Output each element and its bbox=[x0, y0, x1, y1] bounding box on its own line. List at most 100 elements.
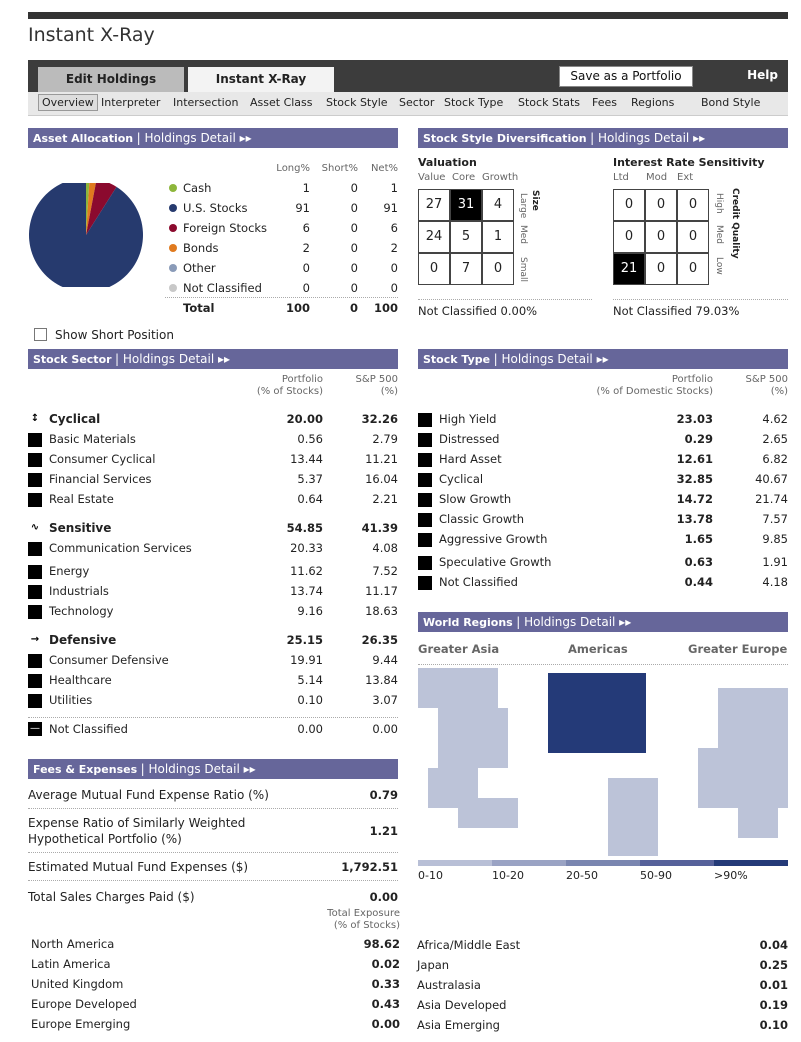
rate-col-2: Ext bbox=[677, 172, 694, 183]
stock-type-detail-link[interactable]: | Holdings Detail ▸▸ bbox=[493, 352, 609, 366]
stype-s-6: 9.85 bbox=[762, 532, 788, 546]
region-right-v-0: 0.04 bbox=[759, 938, 788, 952]
stype-s-0: 4.62 bbox=[762, 412, 788, 426]
tab-instant-xray[interactable]: Instant X-Ray bbox=[188, 67, 334, 92]
fee-label-0: Average Mutual Fund Expense Ratio (%) bbox=[28, 788, 269, 802]
group-sensitive: Sensitive bbox=[49, 521, 112, 535]
tab-edit-holdings[interactable]: Edit Holdings bbox=[38, 67, 184, 92]
sector-industrials: Industrials bbox=[49, 584, 109, 598]
rate-col-1: Mod bbox=[646, 172, 668, 183]
style-cell-1: 31 bbox=[450, 189, 482, 221]
aa-short-0: 0 bbox=[350, 181, 358, 195]
aa-short-1: 0 bbox=[350, 201, 358, 215]
subnav-interpreter[interactable]: Interpreter bbox=[101, 96, 161, 109]
legend-dot-1 bbox=[169, 204, 177, 212]
subnav-asset-class[interactable]: Asset Class bbox=[250, 96, 313, 109]
val-col-1: Core bbox=[452, 172, 476, 183]
stype-icon-2 bbox=[418, 453, 432, 467]
stock-style-detail-link[interactable]: | Holdings Detail ▸▸ bbox=[590, 131, 706, 145]
world-map bbox=[418, 668, 788, 856]
sector-p-2-2: 0.10 bbox=[297, 693, 323, 707]
region-right-v-2: 0.01 bbox=[759, 978, 788, 992]
world-regions-detail-link[interactable]: | Holdings Detail ▸▸ bbox=[516, 615, 632, 629]
aa-net-5: 0 bbox=[390, 281, 398, 295]
fees-detail-link[interactable]: | Holdings Detail ▸▸ bbox=[140, 762, 256, 776]
sector-consumer-cyclical: Consumer Cyclical bbox=[49, 452, 156, 466]
show-short-checkbox[interactable] bbox=[34, 328, 47, 341]
legend-dot-2 bbox=[169, 224, 177, 232]
style-cell-5: 1 bbox=[482, 221, 514, 253]
aa-total-rule bbox=[165, 297, 398, 298]
aa-net-3: 2 bbox=[390, 241, 398, 255]
sector-p-0-0: 0.56 bbox=[297, 432, 323, 446]
subnav-stock-type[interactable]: Stock Type bbox=[444, 96, 504, 109]
subnav-intersection[interactable]: Intersection bbox=[173, 96, 239, 109]
world-regions-title: World Regions bbox=[423, 616, 513, 629]
top-rule bbox=[28, 12, 788, 19]
stock-sector-header: Stock Sector | Holdings Detail ▸▸ bbox=[28, 349, 398, 369]
sector-p-2-0: 19.91 bbox=[290, 653, 323, 667]
sector-s-2-1: 13.84 bbox=[365, 673, 398, 687]
fees-header: Fees & Expenses | Holdings Detail ▸▸ bbox=[28, 759, 398, 779]
subnav-stock-style[interactable]: Stock Style bbox=[326, 96, 388, 109]
asset-allocation-detail-link[interactable]: | Holdings Detail ▸▸ bbox=[136, 131, 252, 145]
subnav-fees[interactable]: Fees bbox=[592, 96, 617, 109]
legend-dot-4 bbox=[169, 264, 177, 272]
style-rule-right bbox=[613, 299, 788, 300]
sector-icon-2-0 bbox=[28, 654, 42, 668]
group-icon-0: ↕ bbox=[28, 413, 42, 427]
stype-icon-8 bbox=[418, 576, 432, 590]
subnav-sector[interactable]: Sector bbox=[399, 96, 435, 109]
sector-col1: Portfolio bbox=[281, 374, 323, 385]
subnav-overview[interactable]: Overview bbox=[38, 94, 98, 111]
sector-healthcare: Healthcare bbox=[49, 673, 112, 687]
fee-value-2: 1,792.51 bbox=[341, 860, 398, 874]
stype-distressed: Distressed bbox=[439, 432, 500, 446]
aa-long-4: 0 bbox=[302, 261, 310, 275]
stock-type-title: Stock Type bbox=[423, 353, 491, 366]
aa-total-label: Total bbox=[183, 301, 215, 315]
map-region-0 bbox=[418, 668, 498, 708]
sector-s-2-0: 9.44 bbox=[372, 653, 398, 667]
sector-s-0-1: 11.21 bbox=[365, 452, 398, 466]
aa-net-2: 6 bbox=[390, 221, 398, 235]
aa-long-3: 2 bbox=[302, 241, 310, 255]
group-icon-1: ∿ bbox=[28, 522, 42, 536]
legend-bar-3 bbox=[640, 860, 714, 866]
sector-nc-label: Not Classified bbox=[49, 722, 128, 736]
size-row-1: Med bbox=[518, 225, 528, 245]
sector-s-1-0: 4.08 bbox=[372, 541, 398, 555]
sector-energy: Energy bbox=[49, 564, 90, 578]
rate-col-0: Ltd bbox=[613, 172, 629, 183]
bond-cell-5: 0 bbox=[677, 221, 709, 253]
style-cell-8: 0 bbox=[482, 253, 514, 285]
stype-col2b: (%) bbox=[770, 386, 788, 397]
save-portfolio-button[interactable]: Save as a Portfolio bbox=[559, 66, 693, 87]
sector-utilities: Utilities bbox=[49, 693, 93, 707]
map-region-6 bbox=[718, 688, 788, 748]
stype-p-6: 1.65 bbox=[684, 532, 713, 546]
valuation-label: Valuation bbox=[418, 156, 477, 169]
subnav-regions[interactable]: Regions bbox=[631, 96, 675, 109]
help-link[interactable]: Help bbox=[747, 68, 778, 82]
stype-p-2: 12.61 bbox=[676, 452, 713, 466]
credit-label: Credit Quality bbox=[730, 188, 740, 259]
exposure-label2: (% of Stocks) bbox=[333, 920, 400, 931]
sector-basic-materials: Basic Materials bbox=[49, 432, 136, 446]
credit-row-1: Med bbox=[714, 225, 724, 245]
stock-sector-detail-link[interactable]: | Holdings Detail ▸▸ bbox=[115, 352, 231, 366]
aa-net-4: 0 bbox=[390, 261, 398, 275]
aa-long-0: 1 bbox=[302, 181, 310, 195]
region-left-v-2: 0.33 bbox=[371, 977, 400, 991]
sector-icon-0-1 bbox=[28, 453, 42, 467]
credit-row-2: Low bbox=[714, 257, 724, 275]
rate-label: Interest Rate Sensitivity bbox=[613, 156, 765, 169]
subnav-stock-stats[interactable]: Stock Stats bbox=[518, 96, 581, 109]
asset-allocation-header: Asset Allocation | Holdings Detail ▸▸ bbox=[28, 128, 398, 148]
subnav-bond-style[interactable]: Bond Style bbox=[701, 96, 761, 109]
sector-col2: S&P 500 bbox=[355, 374, 398, 385]
aa-col-0: Long% bbox=[276, 163, 310, 174]
legend-bar-0 bbox=[418, 860, 492, 866]
pie-slice-cash bbox=[86, 183, 90, 235]
style-cell-7: 7 bbox=[450, 253, 482, 285]
